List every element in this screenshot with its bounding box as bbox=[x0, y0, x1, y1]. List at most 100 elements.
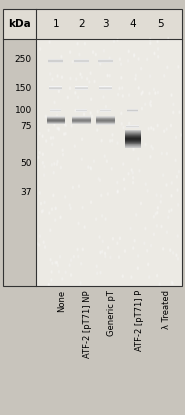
Circle shape bbox=[148, 127, 149, 130]
Circle shape bbox=[171, 281, 172, 284]
Circle shape bbox=[133, 247, 134, 249]
Bar bbox=[53, 117, 54, 124]
Bar bbox=[79, 86, 80, 90]
Circle shape bbox=[175, 159, 176, 161]
Bar bbox=[104, 116, 105, 124]
Circle shape bbox=[163, 174, 164, 176]
Circle shape bbox=[118, 256, 120, 259]
Bar bbox=[125, 143, 141, 144]
Circle shape bbox=[90, 72, 91, 74]
Circle shape bbox=[73, 255, 74, 258]
Bar bbox=[106, 116, 107, 124]
Circle shape bbox=[60, 119, 61, 122]
Text: 5: 5 bbox=[157, 19, 164, 29]
Circle shape bbox=[46, 140, 47, 142]
Bar bbox=[54, 59, 55, 63]
Bar bbox=[77, 59, 78, 63]
Circle shape bbox=[153, 215, 154, 218]
Bar bbox=[51, 109, 52, 112]
Circle shape bbox=[136, 139, 137, 142]
Bar bbox=[78, 86, 79, 90]
Circle shape bbox=[42, 153, 43, 156]
Circle shape bbox=[65, 124, 67, 127]
Circle shape bbox=[164, 75, 165, 77]
Circle shape bbox=[181, 134, 182, 136]
Bar bbox=[58, 59, 59, 63]
Circle shape bbox=[164, 130, 165, 132]
Bar bbox=[84, 109, 85, 112]
Bar bbox=[55, 59, 56, 63]
Circle shape bbox=[169, 210, 170, 212]
Circle shape bbox=[65, 132, 66, 135]
Circle shape bbox=[90, 168, 92, 170]
Text: 150: 150 bbox=[15, 84, 32, 93]
Bar bbox=[55, 109, 56, 112]
Circle shape bbox=[152, 147, 153, 150]
Circle shape bbox=[134, 54, 135, 57]
Bar bbox=[57, 109, 58, 112]
Bar bbox=[127, 125, 128, 128]
Circle shape bbox=[112, 237, 114, 240]
Bar bbox=[61, 59, 62, 63]
Circle shape bbox=[123, 178, 125, 181]
Circle shape bbox=[62, 278, 63, 280]
Bar bbox=[84, 86, 85, 90]
Circle shape bbox=[166, 184, 167, 186]
Bar bbox=[77, 117, 78, 124]
Circle shape bbox=[61, 55, 62, 58]
Bar bbox=[99, 86, 100, 90]
Bar bbox=[109, 116, 110, 124]
Bar bbox=[53, 109, 54, 112]
Circle shape bbox=[108, 87, 109, 89]
Circle shape bbox=[65, 271, 66, 273]
Circle shape bbox=[101, 194, 102, 197]
Bar bbox=[112, 59, 113, 63]
Circle shape bbox=[54, 163, 55, 165]
Bar bbox=[125, 139, 141, 140]
Bar bbox=[125, 134, 141, 135]
Circle shape bbox=[99, 236, 100, 238]
Bar bbox=[80, 86, 81, 90]
Bar bbox=[125, 138, 141, 139]
Circle shape bbox=[62, 149, 63, 151]
Circle shape bbox=[176, 176, 177, 178]
Circle shape bbox=[138, 255, 139, 257]
Circle shape bbox=[141, 67, 142, 70]
Bar bbox=[130, 109, 131, 112]
Bar bbox=[60, 86, 61, 90]
Bar bbox=[51, 117, 52, 124]
Text: 37: 37 bbox=[20, 188, 32, 197]
Circle shape bbox=[157, 40, 158, 43]
Bar bbox=[111, 86, 112, 90]
Bar bbox=[107, 59, 108, 63]
Bar bbox=[134, 129, 135, 148]
Bar bbox=[98, 116, 99, 124]
Bar bbox=[101, 59, 102, 63]
Circle shape bbox=[80, 119, 81, 121]
Circle shape bbox=[151, 127, 152, 129]
Text: Generic pT: Generic pT bbox=[107, 290, 116, 336]
Bar bbox=[72, 117, 73, 124]
Circle shape bbox=[100, 251, 101, 254]
Circle shape bbox=[74, 145, 75, 147]
Circle shape bbox=[151, 244, 152, 247]
Circle shape bbox=[39, 235, 40, 237]
Bar bbox=[110, 86, 111, 90]
Circle shape bbox=[78, 96, 79, 99]
Circle shape bbox=[69, 204, 70, 206]
Circle shape bbox=[148, 263, 149, 266]
Bar bbox=[76, 117, 77, 124]
Circle shape bbox=[130, 227, 131, 230]
Bar bbox=[86, 59, 87, 63]
Bar bbox=[83, 109, 84, 112]
Circle shape bbox=[49, 41, 50, 43]
Circle shape bbox=[81, 262, 82, 265]
Circle shape bbox=[90, 201, 92, 203]
Circle shape bbox=[141, 93, 142, 95]
Bar bbox=[73, 117, 74, 124]
Bar bbox=[134, 125, 135, 128]
Bar bbox=[64, 117, 65, 124]
Bar bbox=[135, 129, 136, 148]
Bar bbox=[87, 86, 88, 90]
Circle shape bbox=[119, 237, 120, 239]
